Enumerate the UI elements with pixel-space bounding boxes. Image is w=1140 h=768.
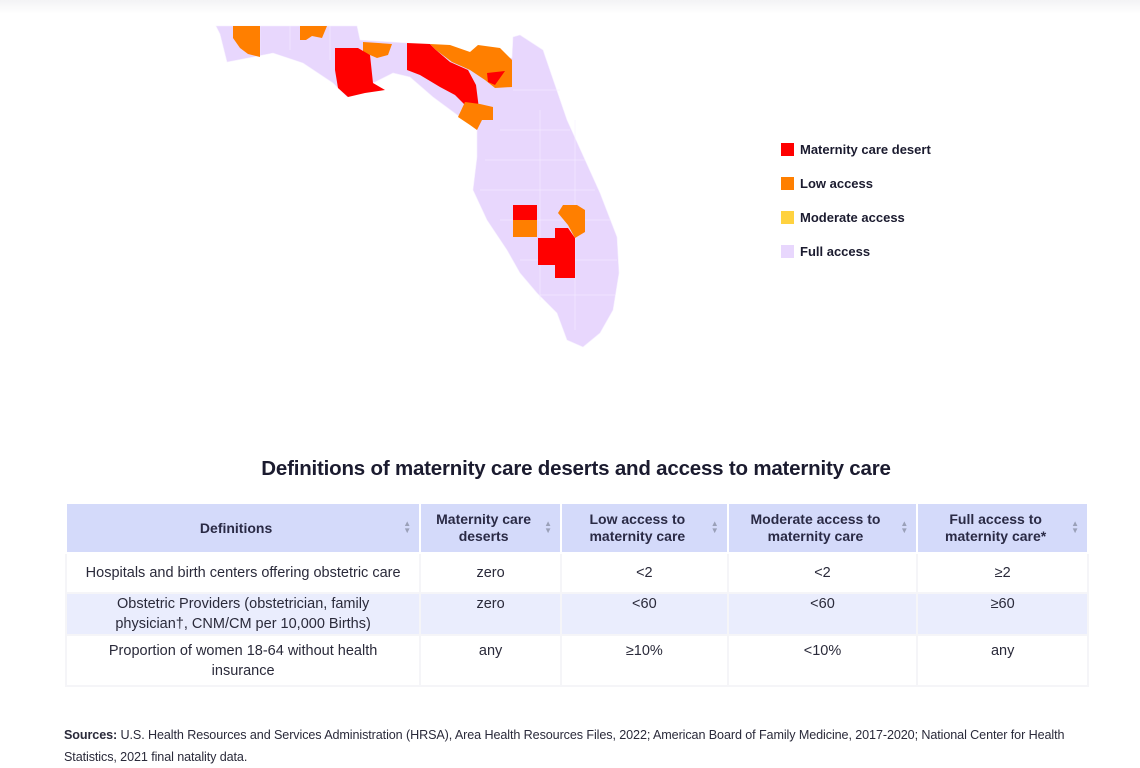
table-cell: any [419,634,562,687]
county-low-access[interactable] [558,205,585,238]
legend-item-low: Low access [781,173,931,207]
table-cell: Hospitals and birth centers offering obs… [64,552,422,594]
county-low-access[interactable] [300,26,327,40]
header-label: Definitions [199,519,273,536]
header-label: Low access to maternity care [589,511,686,544]
column-header-moderate-access[interactable]: Moderate access to maternity care ▲ ▼ [726,502,919,554]
county-desert[interactable] [335,48,385,97]
table-title: Definitions of maternity care deserts an… [261,457,891,480]
table-cell: ≥10% [560,634,729,687]
table-row: Hospitals and birth centers offering obs… [64,552,1089,594]
legend-item-full: Full access [781,241,931,275]
county-low-access[interactable] [233,26,260,57]
county-desert[interactable] [487,71,505,85]
legend-swatch-orange [781,176,794,190]
table-cell: zero [419,552,562,594]
table-row: Obstetric Providers (obstetrician, famil… [64,592,1089,636]
county-low-access[interactable] [513,220,537,237]
table-cell: ≥2 [916,552,1089,594]
table-cell: <2 [560,552,729,594]
header-label: Maternity care deserts [436,511,532,544]
sort-icon[interactable]: ▲ ▼ [710,519,719,535]
sources-label: Sources: [64,728,118,742]
table-row: Proportion of women 18-64 without health… [64,634,1089,687]
county-desert[interactable] [407,43,480,117]
county-low-access[interactable] [458,102,493,130]
top-shadow [0,0,1140,14]
sort-icon[interactable]: ▲ ▼ [1071,519,1079,535]
table-cell: Obstetric Providers (obstetrician, famil… [64,592,422,636]
table-cell: ≥60 [916,592,1089,636]
county-desert[interactable] [513,205,537,220]
legend-label: Low access [800,175,873,191]
table-cell: <60 [726,592,919,636]
column-header-definitions[interactable]: Definitions ▲ ▼ [64,502,422,554]
legend-item-moderate: Moderate access [781,207,931,241]
sources-note: Sources: U.S. Health Resources and Servi… [64,724,1084,768]
table-cell: zero [419,592,562,636]
legend-swatch-red [781,142,794,156]
definitions-table: Definitions ▲ ▼ Maternity care deserts ▲ ▼ L… [64,502,1089,687]
legend-swatch-yellow [781,210,794,224]
table-cell: any [916,634,1089,687]
legend-label: Maternity care desert [800,141,931,157]
florida-county-map [215,25,620,348]
legend-label: Moderate access [800,209,905,225]
table-cell: <10% [726,634,919,687]
legend-swatch-lavender [781,244,794,258]
legend-label: Full access [800,243,871,259]
legend-item-desert: Maternity care desert [781,139,931,173]
column-header-low-access[interactable]: Low access to maternity care ▲ ▼ [560,502,729,554]
sort-icon[interactable]: ▲ ▼ [900,519,909,535]
sort-icon[interactable]: ▲ ▼ [544,519,552,535]
map-legend: Maternity care desert Low access Moderat… [781,139,931,275]
florida-full-access-region[interactable] [215,25,620,348]
sources-text: U.S. Health Resources and Services Admin… [64,728,1065,764]
column-header-deserts[interactable]: Maternity care deserts ▲ ▼ [419,502,562,554]
table-cell: <2 [726,552,919,594]
county-low-access[interactable] [363,42,392,58]
table-cell: Proportion of women 18-64 without health… [64,634,422,687]
header-label: Full access to maternity care* [945,511,1047,544]
sort-icon[interactable]: ▲ ▼ [403,519,412,535]
table-cell: <60 [560,592,729,636]
column-header-full-access[interactable]: Full access to maternity care* ▲ ▼ [916,502,1089,554]
county-desert[interactable] [538,228,575,278]
header-label: Moderate access to maternity care [750,511,881,544]
